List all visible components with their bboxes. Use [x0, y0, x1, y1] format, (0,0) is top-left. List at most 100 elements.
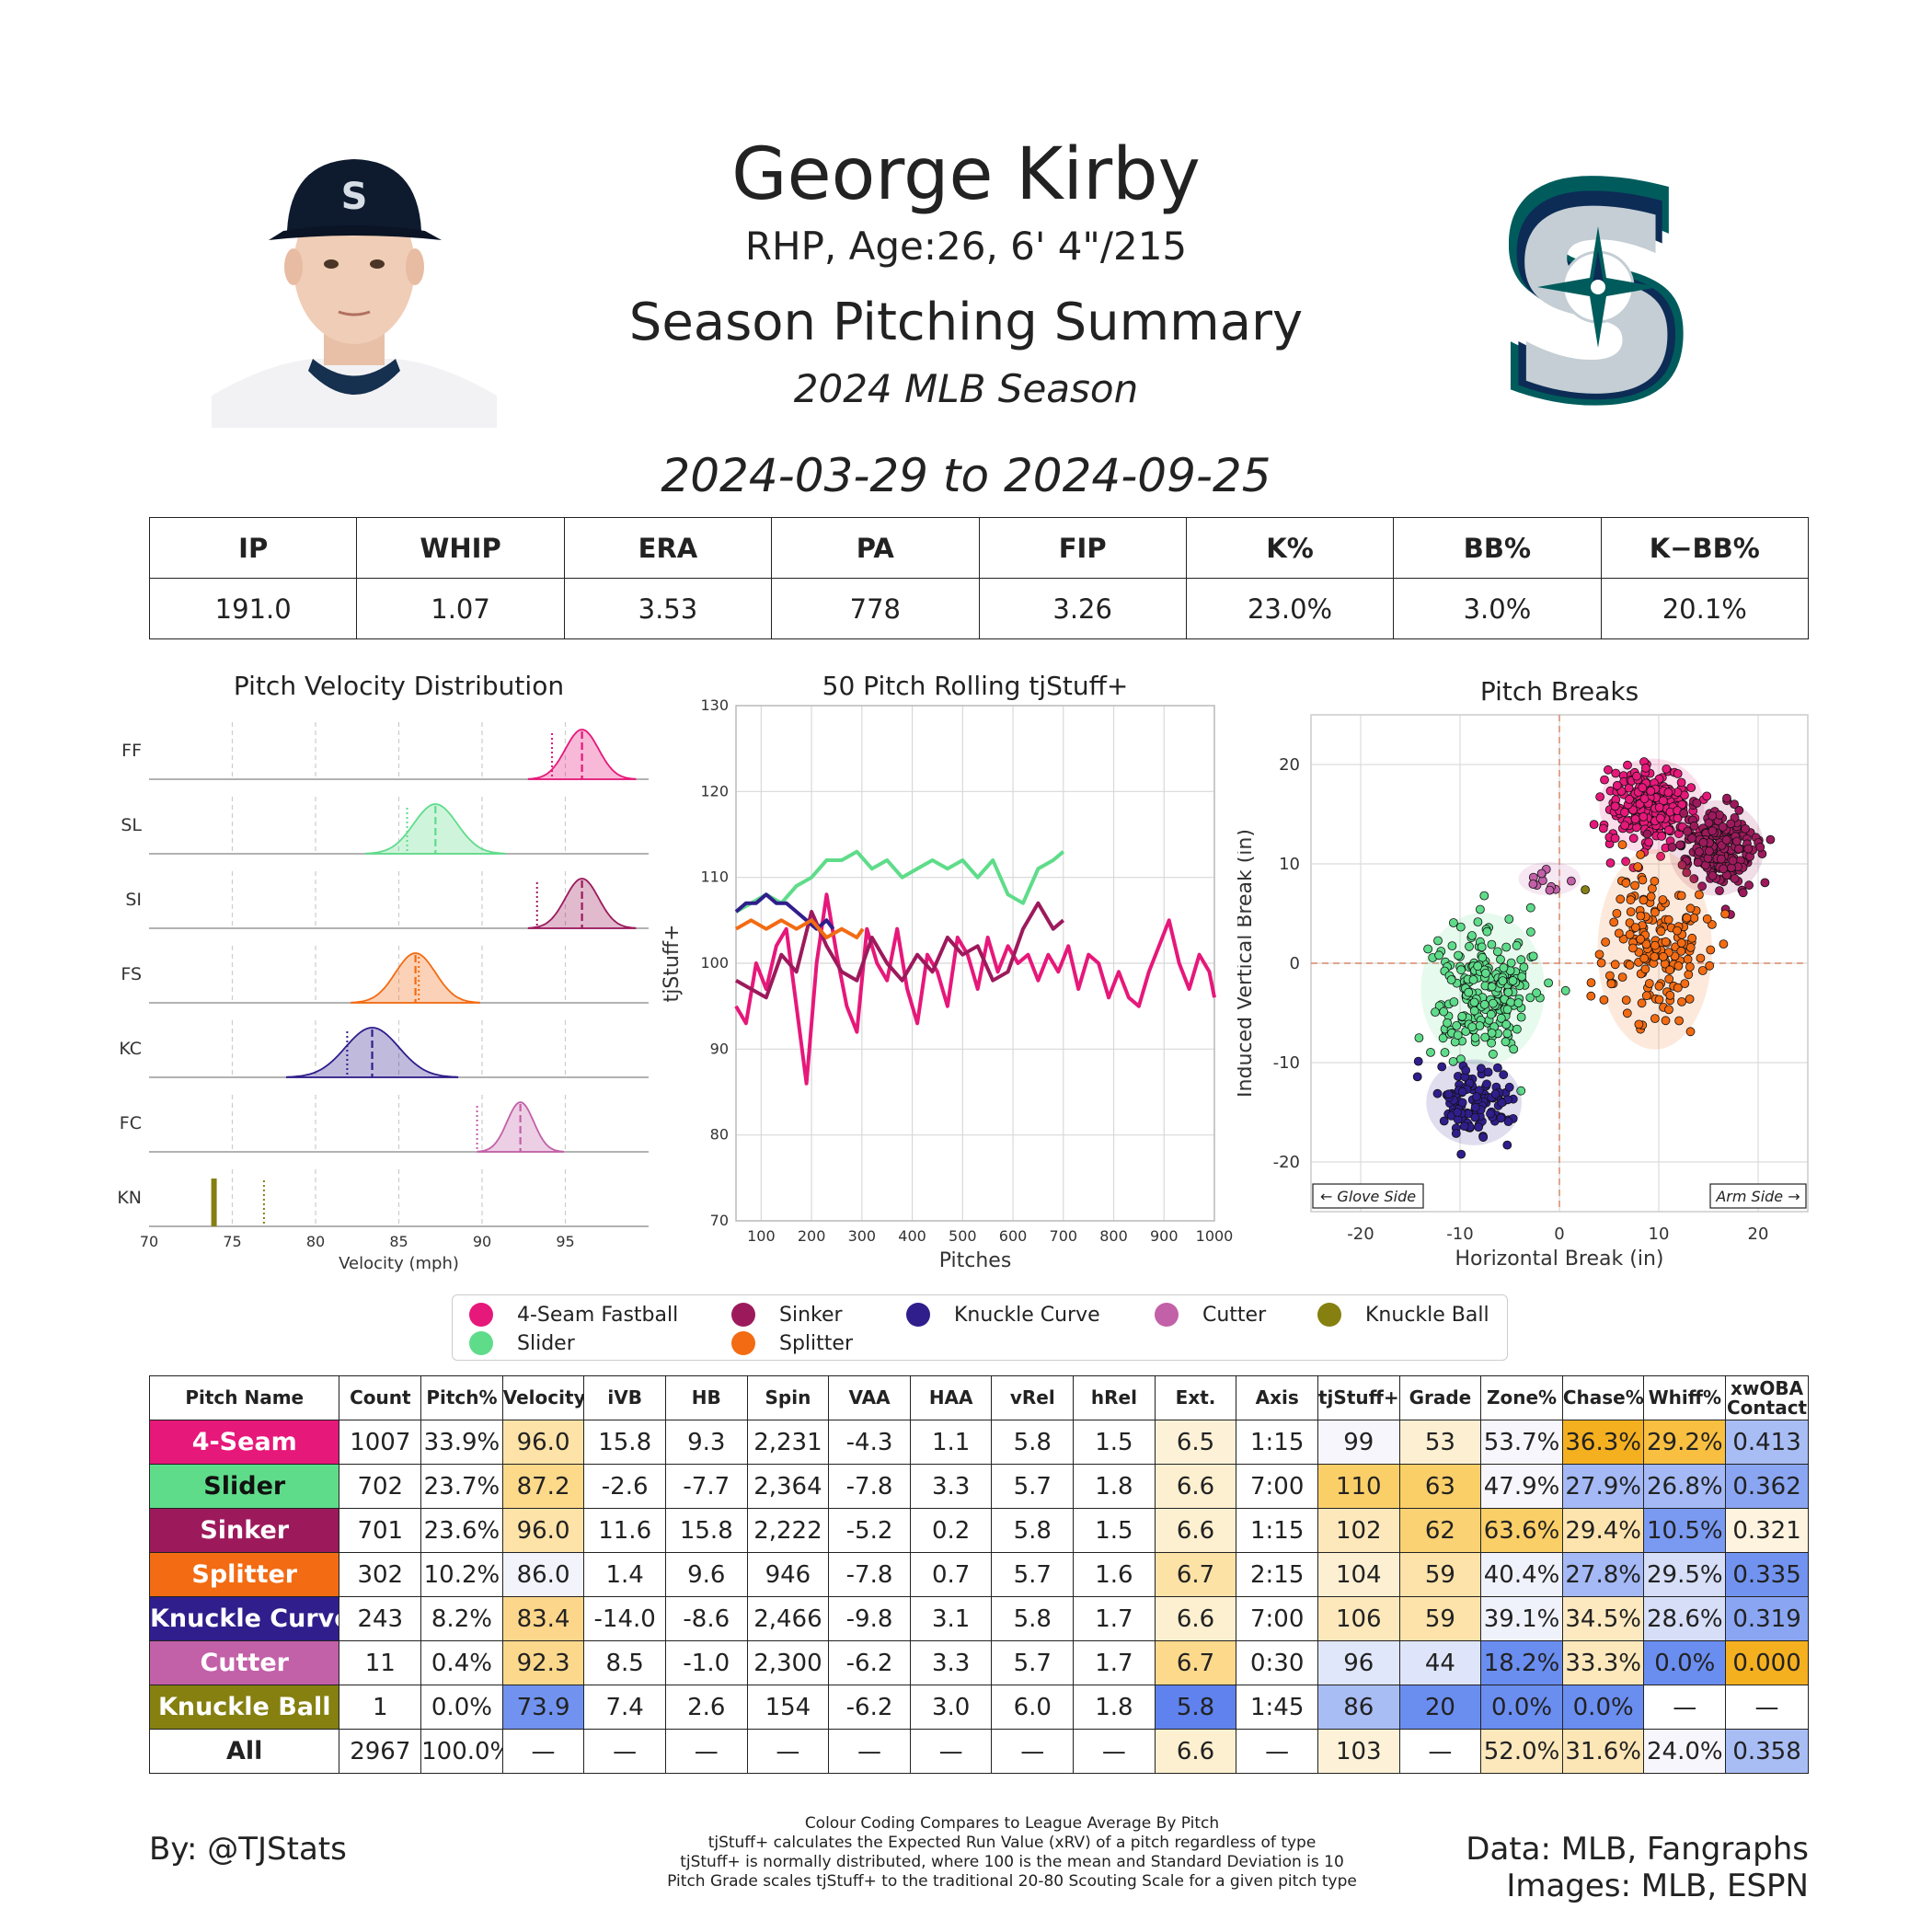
table-cell: -8.6 [664, 1596, 748, 1641]
pitch-point [1677, 860, 1687, 870]
tick-label: 100 [747, 1227, 776, 1245]
pitch-point [1516, 1086, 1526, 1096]
column-header: Velocity [501, 1375, 585, 1420]
pitch-point [1639, 811, 1649, 822]
pitch-point [1482, 926, 1492, 937]
table-cell: 33.9% [420, 1420, 503, 1465]
pitch-point [1641, 939, 1651, 949]
season-label: 2024 MLB Season [793, 366, 1139, 411]
table-cell: 0.0% [420, 1685, 503, 1730]
table-cell: -9.8 [828, 1596, 911, 1641]
column-header: vRel [991, 1375, 1075, 1420]
pitch-point [1663, 788, 1673, 798]
pitch-point [1581, 885, 1591, 895]
tick-label: 400 [898, 1227, 926, 1245]
table-cell: 96.0 [501, 1420, 585, 1465]
table-cell: 40.4% [1480, 1552, 1563, 1597]
tick-label: 0 [1554, 1225, 1564, 1244]
table-cell: 63 [1398, 1464, 1482, 1509]
pitch-point [1640, 763, 1650, 773]
pitch-point [1617, 840, 1627, 850]
pitch-point [1454, 950, 1463, 960]
pitch-point [1525, 903, 1535, 913]
pitch-point [1479, 891, 1489, 901]
column-header: Grade [1398, 1375, 1482, 1420]
tick-label: 80 [306, 1233, 325, 1250]
pitch-point [1469, 997, 1479, 1007]
chart-title: 50 Pitch Rolling tjStuff+ [822, 671, 1129, 701]
pitch-point [1525, 927, 1535, 937]
pitch-point [1677, 799, 1687, 810]
pitch-point [1623, 760, 1632, 770]
pitch-point [1470, 1102, 1480, 1112]
pitch-breaks-chart: Pitch Breaks -20 -10 0 10 20 -20 -10 0 10 20 ← Glov… [1237, 676, 1809, 1271]
table-cell: 0.321 [1725, 1508, 1809, 1553]
data-source: Data: MLB, Fangraphs [1466, 1831, 1809, 1868]
pitch-point [1490, 1089, 1501, 1099]
pitch-point [1610, 834, 1620, 844]
row-label: SI [125, 890, 142, 910]
pitch-name-cell: All [148, 1729, 340, 1774]
velocity-distribution-chart: Pitch Velocity Distribution FF SL SI FS KC FC K… [117, 671, 649, 1273]
table-cell: 5.8 [991, 1420, 1075, 1465]
tick-label: -20 [1347, 1225, 1374, 1244]
pitch-point [1486, 1009, 1496, 1019]
pitch-point [1664, 974, 1674, 984]
pitch-point [1718, 822, 1728, 832]
column-header: iVB [583, 1375, 666, 1420]
pitch-point [1544, 978, 1554, 988]
tick-label: 110 [700, 868, 729, 886]
legend-label: Knuckle Curve [954, 1303, 1100, 1327]
pitch-point [1626, 895, 1636, 905]
table-cell: — [828, 1729, 911, 1774]
pitch-point [1630, 814, 1640, 824]
column-header: hRel [1073, 1375, 1156, 1420]
pitch-point [1682, 913, 1692, 923]
pitch-point [1478, 1133, 1489, 1143]
pitch-point [1673, 961, 1684, 971]
table-cell: -1.0 [664, 1640, 748, 1685]
pitch-point [1617, 972, 1627, 983]
pitch-point [1496, 1013, 1506, 1023]
pitch-point [1452, 1020, 1462, 1030]
table-cell: 9.6 [664, 1552, 748, 1597]
pitch-point [1609, 917, 1619, 927]
pitch-point [1477, 942, 1487, 952]
table-row: Slider 702 23.7% 87.2 -2.6 -7.7 2,364 -7.8 3.3 5.… [148, 1464, 1809, 1509]
table-cell: 5.7 [991, 1464, 1075, 1509]
pitch-point [1509, 1044, 1519, 1054]
legend-marker [1155, 1303, 1179, 1327]
annotation-box [1312, 1183, 1424, 1209]
pitch-point [1612, 780, 1622, 790]
pitch-name-cell: Slider [148, 1464, 340, 1509]
pitch-point [1605, 858, 1616, 868]
pitch-point [1446, 975, 1456, 984]
pitch-point [1662, 765, 1672, 774]
pitch-point [1743, 844, 1754, 854]
table-cell: 26.8% [1643, 1464, 1727, 1509]
table-cell: 3.0 [909, 1685, 993, 1730]
pitch-point [1601, 937, 1611, 947]
table-cell: 1.8 [1073, 1685, 1156, 1730]
pitch-point [1528, 880, 1538, 889]
table-cell: 3.3 [909, 1464, 993, 1509]
table-cell: 243 [339, 1596, 422, 1641]
pitch-point [1512, 940, 1522, 950]
pitch-point [1694, 890, 1704, 900]
table-cell: 23.7% [420, 1464, 503, 1509]
tick-label: 20 [1279, 755, 1300, 775]
pitch-point [1628, 834, 1639, 844]
table-cell: 0.358 [1725, 1729, 1809, 1774]
rolling-tjstuff-chart: 50 Pitch Rolling tjStuff+ 100 200 300 400 500… [661, 671, 1233, 1272]
table-cell: — [991, 1729, 1075, 1774]
report-title: Season Pitching Summary [628, 293, 1304, 352]
pitch-point [1459, 1121, 1469, 1132]
pitch-point [1657, 831, 1667, 841]
table-cell: 1.1 [909, 1420, 993, 1465]
column-header: Count [339, 1375, 422, 1420]
table-cell: 8.5 [583, 1640, 666, 1685]
pitch-point [1502, 1140, 1512, 1150]
summary-header: K−BB% [1600, 517, 1810, 579]
pitch-point [1488, 998, 1498, 1008]
pitch-point [1721, 835, 1731, 845]
